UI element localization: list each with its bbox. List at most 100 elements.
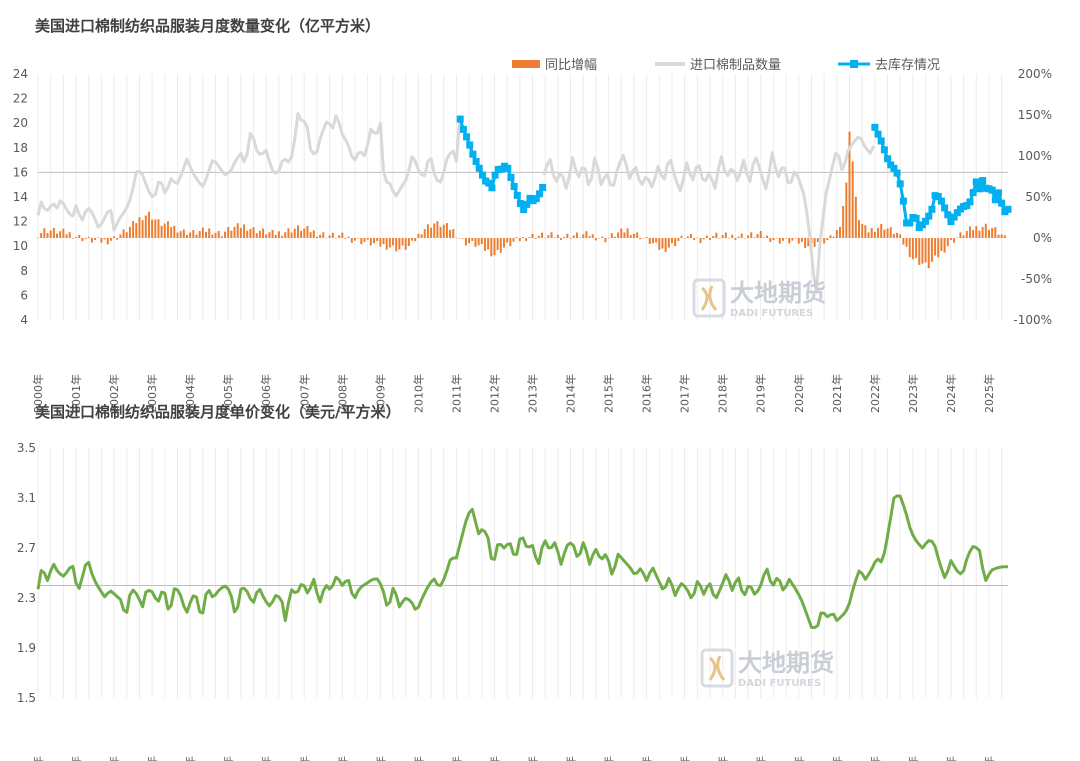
yoy-bar	[651, 238, 654, 244]
left-tick-label: 14	[13, 190, 28, 204]
yoy-bar	[883, 229, 886, 238]
yoy-bar	[293, 228, 296, 238]
yoy-bar	[71, 238, 74, 239]
yoy-bar	[594, 238, 597, 241]
vertical-guides	[37, 74, 1003, 320]
yoy-bar	[648, 238, 651, 244]
yoy-bar	[731, 234, 734, 238]
yoy-bar	[908, 238, 911, 258]
yoy-bar	[613, 236, 616, 238]
yoy-bar	[563, 236, 566, 238]
yoy-bar	[712, 236, 715, 238]
yoy-bar	[306, 226, 309, 238]
yoy-bar	[984, 223, 987, 238]
yoy-bar	[179, 231, 182, 238]
yoy-bar	[693, 238, 696, 240]
yoy-bar	[772, 238, 775, 241]
yoy-bar	[534, 238, 537, 239]
yoy-bar	[338, 235, 341, 238]
x-tick-label: 2019年	[754, 374, 768, 413]
y-tick-label: 3.1	[17, 491, 36, 505]
left-y-axis: 4 6 8 10 12 14 16 18 20 22 24	[13, 67, 28, 327]
yoy-bar	[388, 238, 391, 248]
yoy-bar	[268, 232, 271, 238]
yoy-bar	[680, 235, 683, 238]
yoy-bar	[407, 238, 410, 247]
yoy-bar	[896, 232, 899, 238]
yoy-bar	[468, 238, 471, 244]
x-tick-label: 2006年	[259, 756, 273, 761]
yoy-bar	[477, 238, 480, 246]
yoy-bar	[271, 229, 274, 238]
yoy-bar	[661, 238, 664, 249]
yoy-bar	[525, 238, 528, 241]
yoy-bar	[65, 234, 68, 238]
yoy-bar	[718, 237, 721, 239]
yoy-bar	[842, 205, 845, 238]
yoy-bar	[924, 238, 927, 263]
yoy-bar	[328, 235, 331, 238]
yoy-bar	[195, 234, 198, 238]
right-tick-label: 0%	[1033, 231, 1052, 245]
x-tick-label: 2025年	[982, 756, 996, 761]
x-tick-label: 2017年	[678, 756, 692, 761]
yoy-bar	[864, 225, 867, 238]
yoy-bar	[813, 238, 816, 247]
x-tick-label: 2009年	[373, 756, 387, 761]
yoy-bar	[502, 238, 505, 248]
yoy-bar	[97, 237, 100, 238]
left-tick-label: 4	[20, 313, 28, 327]
yoy-bar	[512, 238, 515, 242]
yoy-bar	[991, 227, 994, 238]
yoy-bar	[690, 234, 693, 238]
yoy-bar	[173, 225, 176, 238]
yoy-bar	[965, 230, 968, 238]
x-tick-label: 2023年	[906, 756, 920, 761]
yoy-bar	[315, 236, 318, 238]
yoy-bar	[211, 234, 214, 238]
yoy-bar	[1000, 234, 1003, 238]
yoy-bar	[566, 233, 569, 238]
yoy-bar	[201, 227, 204, 238]
yoy-bar	[639, 238, 642, 240]
yoy-bar	[239, 227, 242, 238]
yoy-bar	[379, 238, 382, 247]
yoy-bar	[236, 223, 239, 238]
y-tick-label: 3.5	[17, 441, 36, 455]
yoy-bar	[598, 238, 601, 239]
yoy-bar	[835, 229, 838, 238]
legend-marker-destock	[850, 60, 858, 68]
yoy-bar	[506, 238, 509, 243]
watermark-logo-icon	[692, 278, 726, 318]
yoy-bar	[518, 238, 521, 242]
yoy-bar	[414, 238, 417, 242]
quantity-line	[36, 112, 462, 232]
x-axis-ticks: 2000年 2001年 2002年 2003年 2004年 2005年 2006年 2007年…	[31, 374, 996, 413]
yoy-bar	[972, 229, 975, 238]
legend-swatch-yoy	[512, 60, 540, 68]
watermark-name-en: DADI FUTURES	[738, 678, 821, 689]
yoy-bar	[670, 238, 673, 243]
yoy-bar	[683, 238, 686, 239]
yoy-bar	[214, 232, 217, 238]
yoy-bar	[934, 238, 937, 256]
yoy-bar	[166, 221, 169, 238]
x-tick-label: 2007年	[297, 756, 311, 761]
x-tick-label: 2012年	[487, 756, 501, 761]
yoy-bar	[956, 237, 959, 239]
yoy-bar	[747, 235, 750, 238]
yoy-bar	[62, 228, 65, 238]
left-tick-label: 6	[20, 288, 28, 302]
yoy-bar	[899, 234, 902, 238]
yoy-bar	[411, 238, 414, 241]
y-tick-label: 1.9	[17, 641, 36, 655]
yoy-bar	[645, 236, 648, 238]
yoy-bar	[750, 232, 753, 238]
watermark-name-en: DADI FUTURES	[730, 308, 813, 319]
yoy-bar	[940, 238, 943, 251]
yoy-bar	[734, 238, 737, 240]
yoy-bar	[959, 232, 962, 238]
x-tick-label: 2024年	[944, 756, 958, 761]
yoy-bar	[144, 215, 147, 238]
